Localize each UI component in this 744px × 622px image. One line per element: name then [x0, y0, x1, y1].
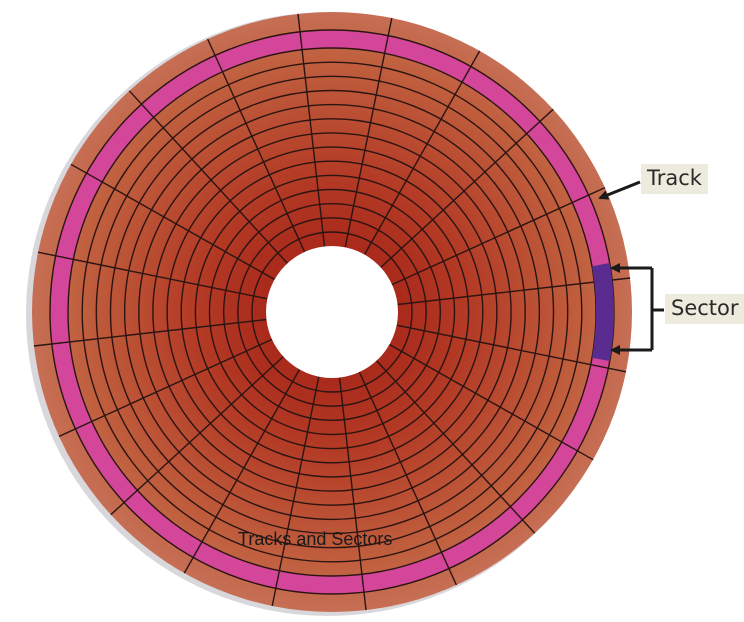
- sector-line: [376, 360, 536, 534]
- sector-line: [183, 369, 301, 574]
- track-ring: [208, 188, 456, 436]
- track-ring: [138, 118, 526, 506]
- sector-line: [271, 376, 320, 607]
- sector-line: [391, 186, 606, 286]
- track-ring: [194, 174, 470, 450]
- sector-line: [363, 50, 481, 255]
- diagram-caption: Tracks and Sectors: [238, 529, 393, 549]
- sector-line: [397, 277, 631, 306]
- sector-line: [37, 251, 268, 300]
- sector-lines: [33, 13, 631, 611]
- track-ring: [95, 75, 569, 549]
- highlighted-sector: [592, 263, 614, 361]
- track-ring: [81, 61, 583, 563]
- sector-line: [389, 343, 594, 461]
- track-ring: [237, 217, 427, 407]
- track-ring: [251, 231, 413, 393]
- track-rings: [49, 29, 615, 595]
- sector-line: [396, 324, 627, 373]
- track-ring: [180, 160, 484, 464]
- sector-label: Sector: [665, 294, 744, 324]
- track-label: Track: [641, 164, 708, 194]
- track-ring: [123, 103, 541, 521]
- sector-line: [128, 90, 288, 264]
- sector-line: [110, 356, 284, 516]
- sector-line: [33, 318, 267, 347]
- track-ring: [152, 132, 512, 492]
- track-arrow: [598, 180, 641, 200]
- sector-bracket: [610, 263, 664, 355]
- sector-line: [297, 13, 326, 247]
- sector-line: [358, 371, 458, 586]
- sector-line: [338, 377, 367, 611]
- sector-line: [58, 338, 273, 438]
- track-ring: [222, 202, 442, 422]
- sector-line: [380, 108, 554, 268]
- track-ring: [109, 89, 555, 535]
- track-ring: [166, 146, 498, 478]
- sector-line: [344, 17, 393, 248]
- track-ring: [67, 47, 597, 577]
- spindle-hole: [266, 246, 398, 378]
- track-ring: [49, 29, 615, 595]
- sector-line: [70, 163, 275, 281]
- sector-line: [206, 38, 306, 253]
